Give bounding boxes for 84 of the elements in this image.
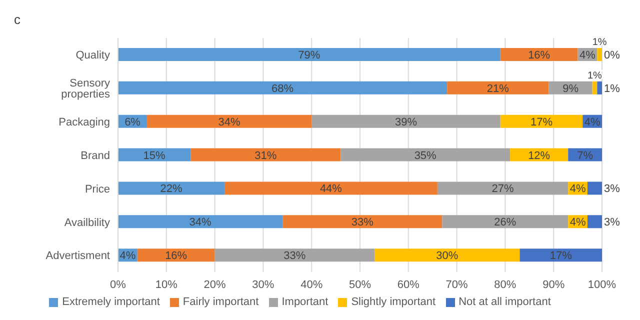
bar <box>374 248 520 262</box>
x-tick-label: 90% <box>542 278 565 291</box>
y-tick-label: Availbility <box>64 216 110 229</box>
bar <box>447 81 549 94</box>
data-label: 9% <box>562 82 579 95</box>
data-label: 15% <box>143 150 166 162</box>
bar <box>190 148 341 162</box>
data-label: 44% <box>320 183 342 196</box>
bar <box>437 182 568 195</box>
y-tick-label: Quality <box>76 50 110 62</box>
data-label: 4% <box>570 183 586 196</box>
data-label: 16% <box>165 250 188 262</box>
legend-label: Not at all important <box>458 296 551 308</box>
data-label: 6% <box>124 116 141 128</box>
y-tick-label: Brand <box>80 150 110 162</box>
data-label: 39% <box>394 116 418 128</box>
legend-label: Extremely important <box>62 296 160 308</box>
data-label: 16% <box>528 50 550 62</box>
chart-title: c <box>14 12 20 27</box>
x-tick-label: 50% <box>348 278 372 291</box>
legend-label: Important <box>282 296 328 308</box>
data-label: 1% <box>588 70 602 82</box>
data-label: 26% <box>494 216 516 229</box>
data-label: 4% <box>580 50 596 62</box>
bar <box>118 148 191 162</box>
x-tick-label: 30% <box>252 278 274 291</box>
bar <box>118 182 224 195</box>
bar <box>500 114 583 128</box>
y-tick-label: Advertisment <box>46 250 110 262</box>
data-label: 0% <box>604 50 620 62</box>
bar <box>500 48 578 61</box>
x-tick-label: 70% <box>446 278 468 291</box>
data-label: 7% <box>577 150 594 162</box>
bar <box>597 81 602 94</box>
bar <box>147 114 312 128</box>
data-label: 34% <box>189 216 212 229</box>
legend-label: Fairly important <box>182 296 259 308</box>
bar <box>592 81 598 94</box>
data-label: 30% <box>436 250 458 262</box>
data-label: 21% <box>486 82 510 95</box>
bar <box>214 248 375 262</box>
data-label: 68% <box>272 82 294 95</box>
data-label: 31% <box>254 150 277 162</box>
data-label: 33% <box>351 216 374 229</box>
legend-label: Slightly important <box>351 296 436 308</box>
data-label: 4% <box>570 216 586 229</box>
data-label: 34% <box>218 116 241 128</box>
data-label: 27% <box>492 183 514 196</box>
bar <box>118 48 500 61</box>
x-tick-label: 40% <box>300 278 323 291</box>
data-label: 4% <box>584 116 600 128</box>
y-tick-label: Packaging <box>58 116 110 128</box>
bar <box>520 248 602 262</box>
data-label: 33% <box>284 250 306 262</box>
bar <box>442 215 568 228</box>
data-label: 17% <box>550 250 572 262</box>
bar <box>137 248 215 262</box>
bar <box>340 148 510 162</box>
bar <box>312 114 500 128</box>
data-label: 3% <box>604 216 620 229</box>
bar <box>118 215 283 228</box>
data-label: 17% <box>530 116 553 128</box>
data-label: 79% <box>298 50 320 62</box>
y-tick-label: Price <box>84 183 110 196</box>
data-label: 1% <box>604 82 620 95</box>
bar <box>597 48 602 61</box>
data-label: 12% <box>528 150 550 162</box>
data-label: 3% <box>604 183 620 196</box>
x-tick-label: 10% <box>155 278 178 291</box>
data-label: 4% <box>120 250 136 262</box>
x-tick-label: 0% <box>110 278 126 291</box>
bar <box>587 182 602 195</box>
bar <box>282 215 442 228</box>
bar <box>587 215 602 228</box>
x-tick-label: 20% <box>204 278 226 291</box>
bar <box>118 81 448 94</box>
x-tick-label: 80% <box>494 278 516 291</box>
x-tick-label: 60% <box>397 278 420 291</box>
data-label: 1% <box>592 37 607 48</box>
x-tick-label: 100% <box>588 278 616 291</box>
data-label: 22% <box>160 183 182 196</box>
data-label: 35% <box>414 150 437 162</box>
bar <box>224 182 438 195</box>
y-tick-label: Sensory properties <box>61 78 110 101</box>
